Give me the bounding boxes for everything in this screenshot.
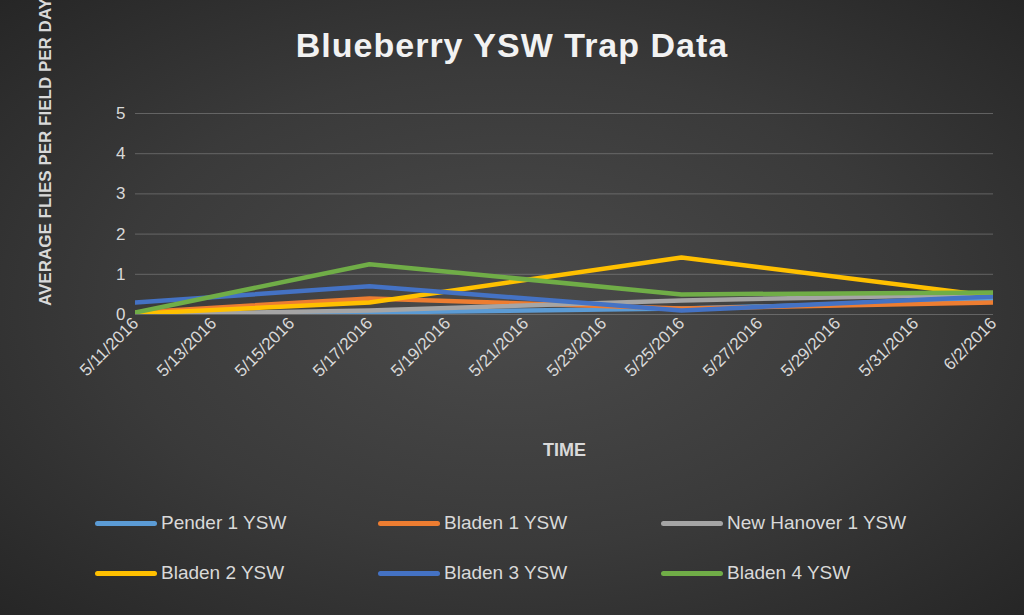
html-text:Pender 1 YSW: Pender 1 YSW	[161, 512, 287, 533]
svg-text:5/29/2016: 5/29/2016	[777, 314, 844, 381]
html-text:Bladen 3 YSW: Bladen 3 YSW	[444, 562, 568, 583]
html-text:Bladen 1 YSW: Bladen 1 YSW	[444, 512, 568, 533]
svg-text:5/17/2016: 5/17/2016	[309, 314, 376, 381]
html-text:New Hanover 1 YSW: New Hanover 1 YSW	[727, 512, 907, 533]
svg-text:5/19/2016: 5/19/2016	[387, 314, 454, 381]
svg-text:5: 5	[116, 104, 125, 123]
svg-text:5/31/2016: 5/31/2016	[855, 314, 922, 381]
svg-text:5/15/2016: 5/15/2016	[231, 314, 298, 381]
svg-text:4: 4	[116, 144, 125, 163]
svg-text:5/27/2016: 5/27/2016	[699, 314, 766, 381]
svg-text:AVERAGE FLIES PER FIELD PER DA: AVERAGE FLIES PER FIELD PER DAY	[36, 0, 55, 306]
svg-text:5/25/2016: 5/25/2016	[621, 314, 688, 381]
html-text:Bladen 4 YSW: Bladen 4 YSW	[727, 562, 851, 583]
svg-text:5/21/2016: 5/21/2016	[465, 314, 532, 381]
svg-text:5/23/2016: 5/23/2016	[543, 314, 610, 381]
svg-text:3: 3	[116, 184, 125, 203]
svg-text:TIME: TIME	[543, 440, 586, 460]
svg-text:1: 1	[116, 265, 125, 284]
html-text:Bladen 2 YSW: Bladen 2 YSW	[161, 562, 285, 583]
svg-text:2: 2	[116, 225, 125, 244]
html-text:Blueberry YSW Trap Data: Blueberry YSW Trap Data	[295, 26, 729, 64]
svg-text:6/2/2016: 6/2/2016	[940, 314, 1000, 374]
svg-text:5/11/2016: 5/11/2016	[76, 314, 142, 380]
svg-text:5/13/2016: 5/13/2016	[153, 314, 220, 381]
